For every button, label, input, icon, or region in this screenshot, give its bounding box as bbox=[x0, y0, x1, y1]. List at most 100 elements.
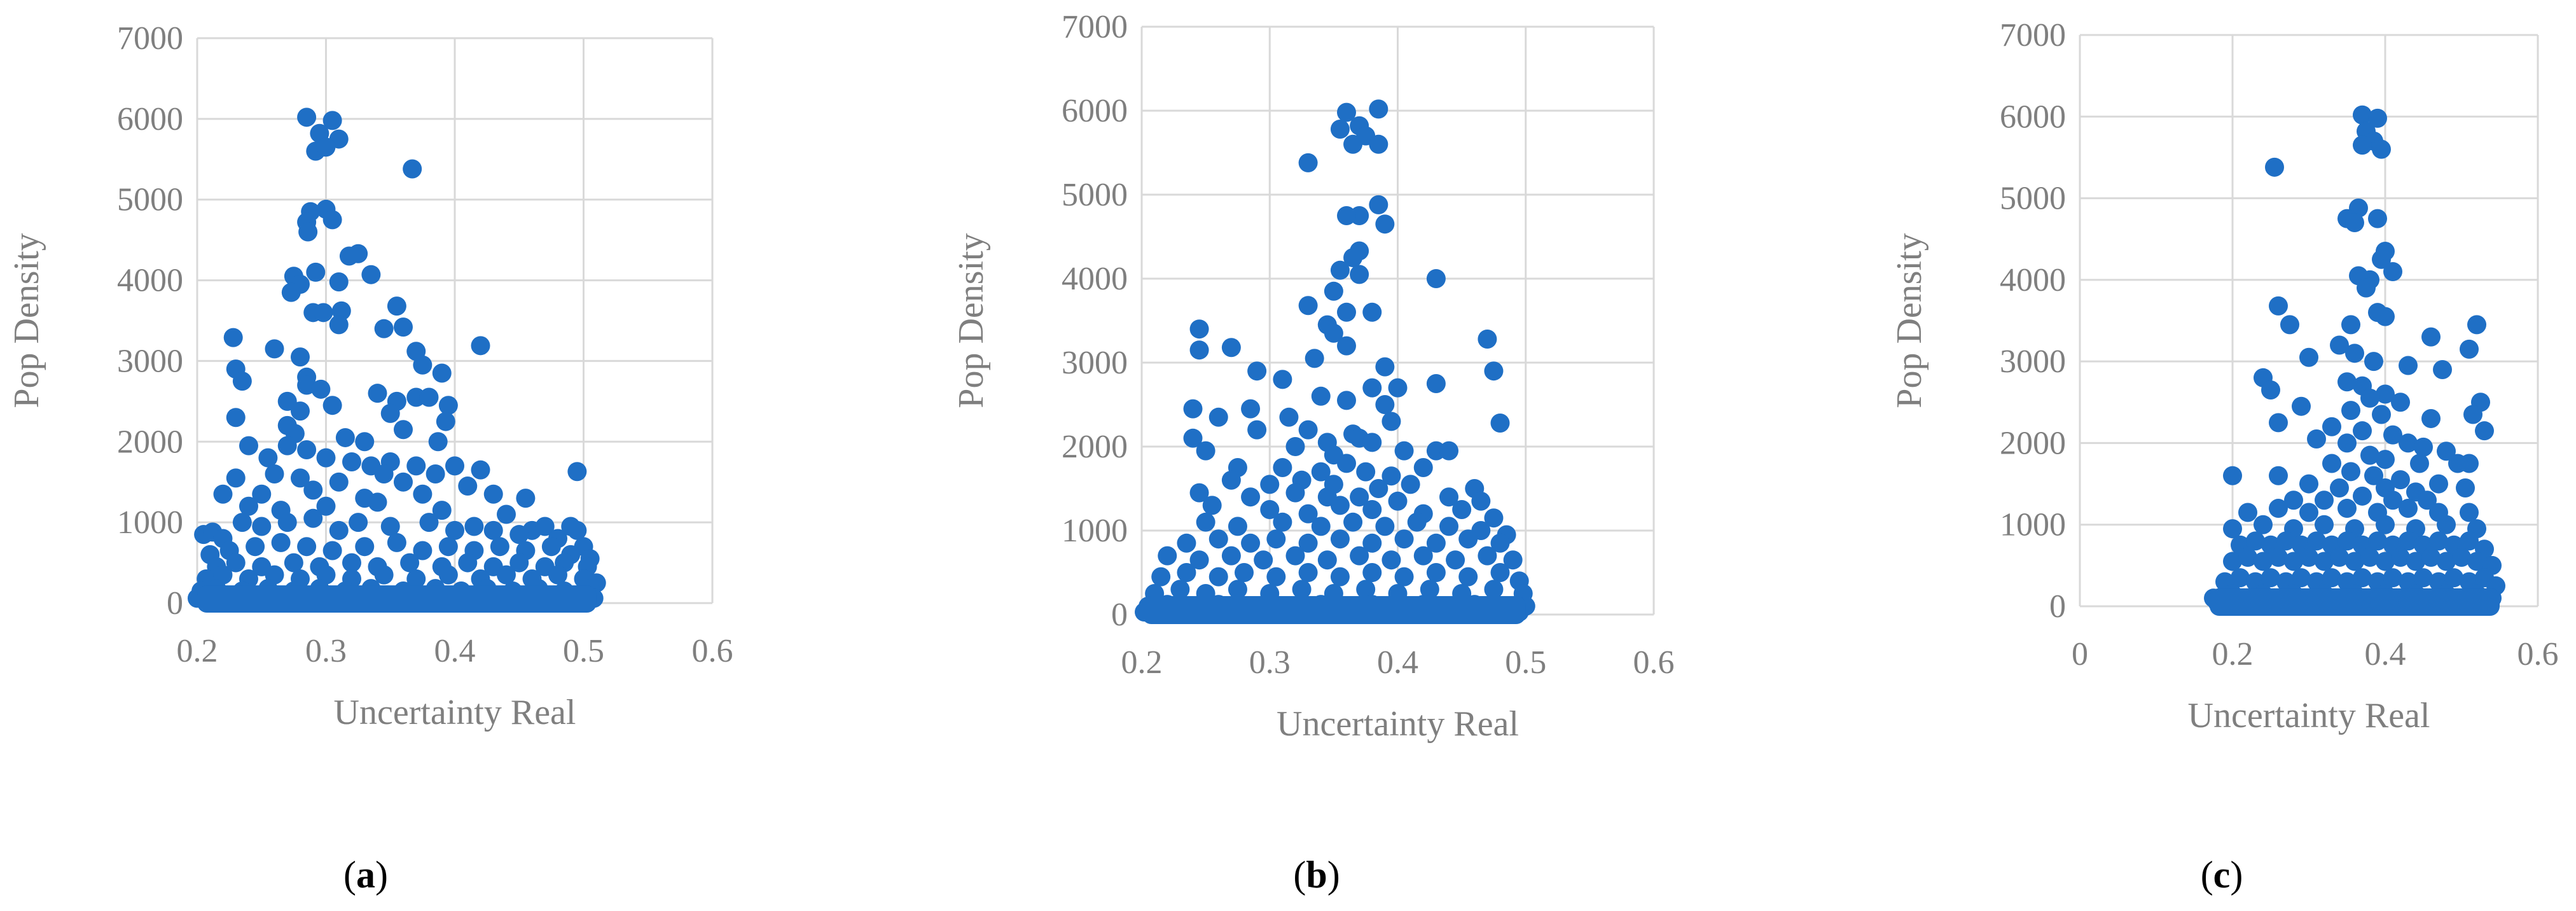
data-point bbox=[483, 484, 503, 504]
data-point bbox=[322, 541, 342, 560]
data-point bbox=[2330, 548, 2349, 567]
data-point bbox=[291, 401, 310, 421]
data-point bbox=[428, 432, 448, 452]
data-point bbox=[1266, 567, 1286, 587]
data-point bbox=[2330, 478, 2349, 497]
data-point bbox=[2437, 442, 2456, 461]
y-tick-label: 6000 bbox=[1062, 93, 1128, 129]
data-point bbox=[1324, 323, 1343, 343]
data-point bbox=[2391, 548, 2410, 567]
data-point bbox=[1484, 580, 1504, 599]
data-point bbox=[2372, 139, 2391, 159]
scatter-panel-c: 0 1000 2000 3000 4000 5000 6000 7000 0 0.2 0.4 0.6 U… bbox=[1890, 17, 2559, 896]
data-point bbox=[2345, 344, 2364, 363]
data-point bbox=[2421, 548, 2441, 567]
data-point bbox=[1235, 563, 1254, 582]
data-point bbox=[490, 537, 509, 557]
data-point bbox=[2292, 568, 2311, 588]
data-point bbox=[2391, 393, 2410, 412]
dense-points-band bbox=[2210, 588, 2500, 616]
data-point bbox=[2353, 136, 2372, 155]
y-tick-label: 2000 bbox=[1062, 429, 1128, 465]
data-point bbox=[2269, 548, 2288, 567]
data-point bbox=[548, 565, 567, 585]
data-point bbox=[1426, 563, 1446, 582]
data-point bbox=[2414, 568, 2433, 588]
data-point bbox=[1362, 500, 1382, 519]
data-point bbox=[1298, 420, 1318, 440]
data-point bbox=[1337, 302, 1356, 322]
data-point bbox=[355, 432, 375, 452]
data-point bbox=[1369, 134, 1388, 154]
data-point bbox=[329, 315, 349, 335]
data-point bbox=[226, 468, 246, 488]
data-point bbox=[1478, 546, 1497, 566]
data-point bbox=[2246, 531, 2265, 551]
y-tick-label: 4000 bbox=[1062, 261, 1128, 297]
data-point bbox=[2315, 490, 2334, 510]
data-point bbox=[406, 569, 426, 588]
data-point bbox=[1413, 458, 1433, 477]
y-tick-label: 1000 bbox=[2000, 507, 2066, 543]
data-point bbox=[1247, 361, 1267, 381]
data-point bbox=[1394, 441, 1414, 461]
x-tick-label: 0.4 bbox=[434, 633, 476, 669]
data-point bbox=[1350, 265, 1369, 284]
y-tick-label: 6000 bbox=[117, 101, 183, 137]
x-tick-label: 0.3 bbox=[1249, 644, 1291, 681]
data-point bbox=[1369, 195, 1388, 214]
data-point bbox=[1241, 533, 1261, 553]
data-point bbox=[2299, 347, 2318, 367]
data-point bbox=[1170, 580, 1190, 599]
data-point bbox=[316, 496, 336, 516]
data-point bbox=[322, 396, 342, 415]
data-point bbox=[1388, 378, 1408, 398]
data-point bbox=[2467, 552, 2486, 571]
data-point bbox=[2269, 296, 2288, 316]
data-point bbox=[1343, 248, 1363, 267]
data-point bbox=[2383, 490, 2402, 510]
data-point bbox=[1337, 206, 1356, 225]
data-point bbox=[413, 541, 433, 560]
data-point bbox=[1484, 508, 1504, 528]
data-point bbox=[2467, 315, 2486, 335]
data-point bbox=[1221, 546, 1241, 566]
data-point bbox=[1362, 378, 1382, 398]
data-point bbox=[226, 408, 246, 428]
data-point bbox=[355, 537, 375, 557]
data-point bbox=[2368, 209, 2387, 228]
data-point bbox=[239, 496, 258, 516]
dense-points-band bbox=[197, 585, 597, 613]
data-point bbox=[1241, 487, 1261, 507]
data-point bbox=[2223, 552, 2242, 571]
data-point bbox=[1478, 330, 1497, 349]
data-point bbox=[1458, 529, 1478, 549]
y-axis-label: Pop Density bbox=[7, 233, 46, 408]
data-point bbox=[2223, 466, 2242, 485]
data-point bbox=[2421, 408, 2441, 428]
data-point bbox=[1273, 458, 1292, 477]
data-point bbox=[2337, 499, 2357, 518]
data-point bbox=[1298, 296, 1318, 316]
data-point bbox=[1151, 567, 1171, 587]
data-point bbox=[400, 553, 420, 573]
data-point bbox=[1343, 134, 1363, 154]
data-point bbox=[2357, 278, 2376, 298]
data-point bbox=[232, 372, 252, 391]
x-axis-label: Uncertainty Real bbox=[1277, 704, 1519, 744]
data-point bbox=[329, 472, 349, 492]
y-tick-label: 2000 bbox=[117, 424, 183, 460]
data-point bbox=[297, 108, 317, 127]
data-point bbox=[2269, 499, 2288, 518]
data-point bbox=[1426, 269, 1446, 288]
data-point bbox=[1381, 466, 1401, 486]
data-point bbox=[303, 480, 323, 500]
data-point bbox=[2429, 474, 2448, 494]
y-tick-label: 4000 bbox=[117, 263, 183, 299]
data-point bbox=[380, 517, 400, 536]
y-tick-label: 5000 bbox=[2000, 181, 2066, 217]
data-point bbox=[2368, 108, 2387, 128]
y-tick-label: 1000 bbox=[1062, 513, 1128, 549]
data-point bbox=[471, 336, 490, 356]
data-point bbox=[2376, 515, 2395, 534]
